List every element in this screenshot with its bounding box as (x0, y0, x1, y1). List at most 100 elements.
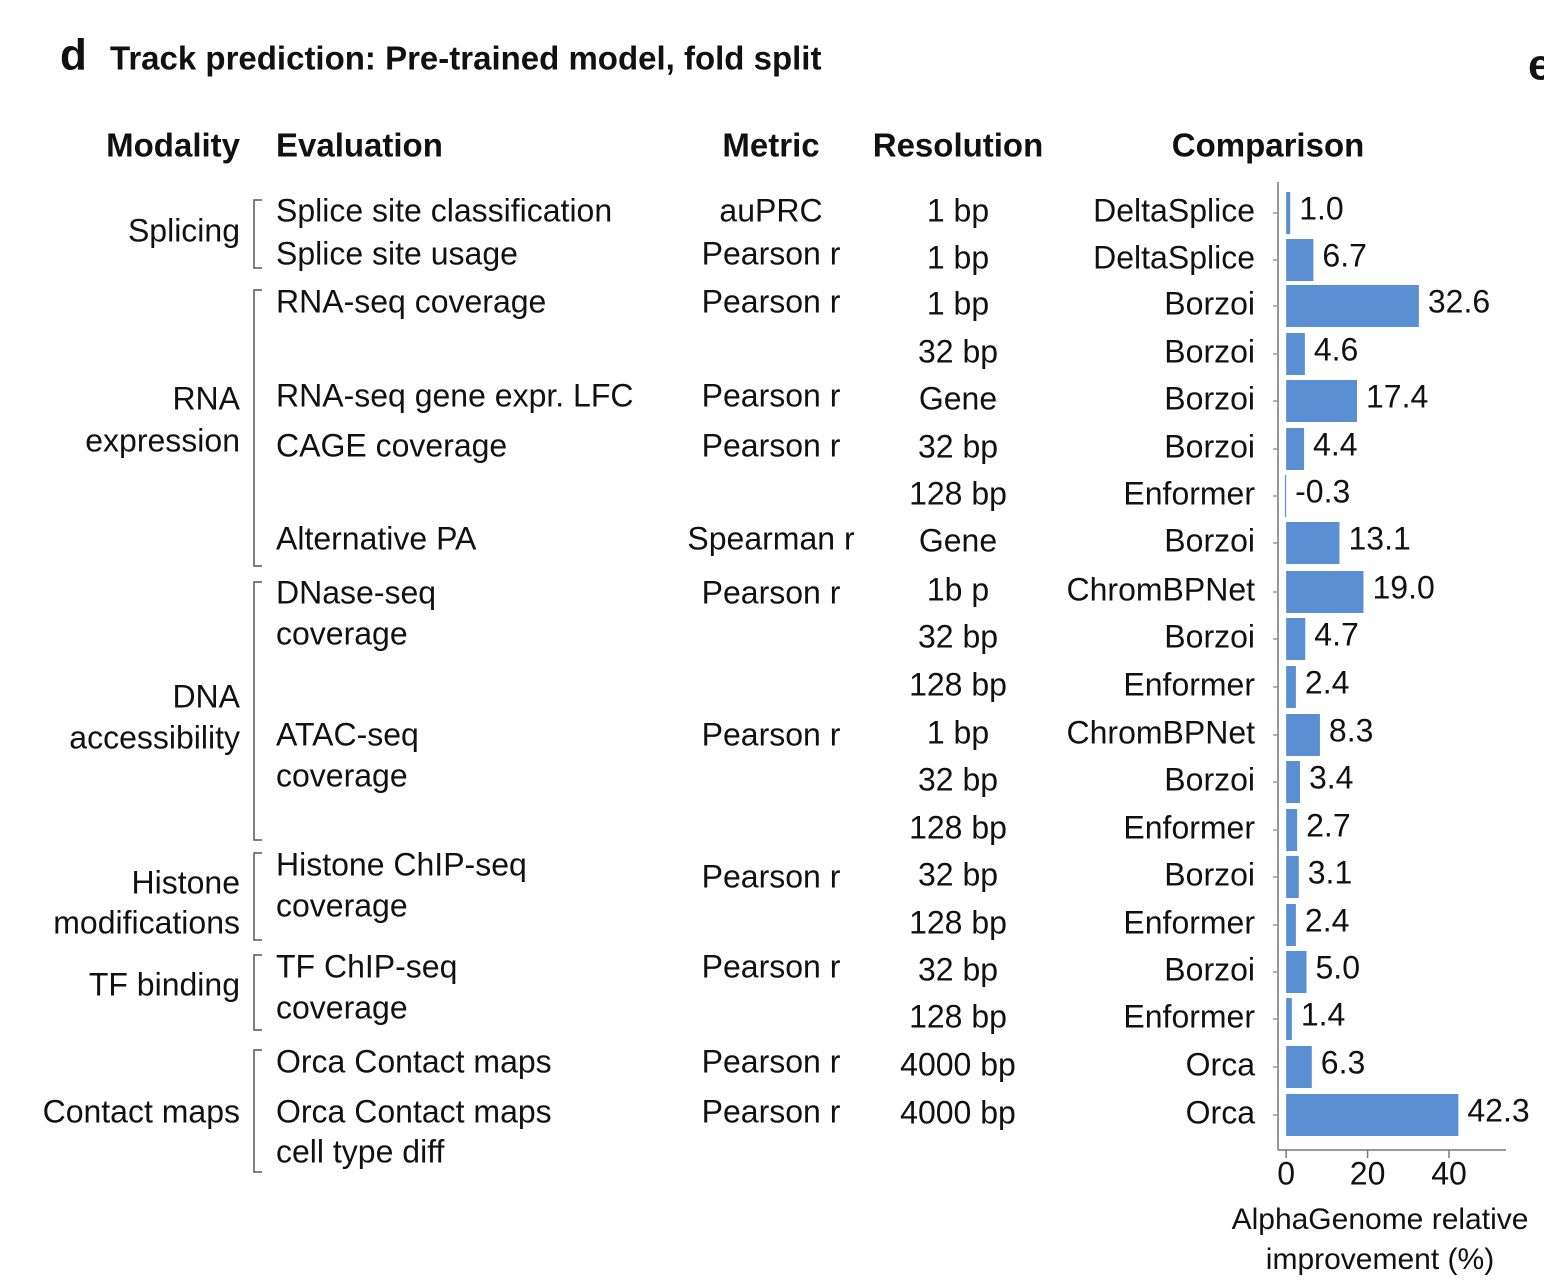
evaluation-label: DNase-seq (276, 574, 436, 610)
modality-label: Splicing (128, 212, 240, 248)
resolution-label: 1b p (927, 571, 989, 607)
y-tick-label: Borzoi (1164, 618, 1255, 654)
bar (1284, 475, 1287, 517)
value-label: 19.0 (1373, 569, 1435, 605)
y-tick-label: Orca (1186, 1094, 1256, 1130)
evaluation-label: TF ChIP-seq (276, 948, 457, 984)
y-tick-label: Enformer (1123, 475, 1255, 511)
bar (1286, 285, 1419, 327)
resolution-label: 32 bp (918, 428, 998, 464)
y-tick-label: Borzoi (1164, 428, 1255, 464)
x-tick-label: 0 (1277, 1155, 1295, 1191)
metric-label: Pearson r (702, 858, 841, 894)
y-tick-label: DeltaSplice (1093, 192, 1255, 228)
y-tick-label: Orca (1186, 1046, 1256, 1082)
metric-label: Pearson r (702, 427, 841, 463)
y-tick-label: Borzoi (1164, 333, 1255, 369)
y-tick-label: ChromBPNet (1067, 571, 1256, 607)
evaluation-label: Orca Contact maps (276, 1093, 552, 1129)
resolution-label: 128 bp (909, 809, 1007, 845)
bar (1286, 333, 1305, 375)
y-tick-label: Borzoi (1164, 285, 1255, 321)
bracket (253, 852, 262, 941)
evaluation-label: coverage (276, 887, 408, 923)
bar (1286, 428, 1305, 470)
resolution-label: 128 bp (909, 475, 1007, 511)
bar (1286, 809, 1298, 851)
evaluation-label: CAGE coverage (276, 427, 507, 463)
resolution-label: 32 bp (918, 761, 998, 797)
bar (1286, 571, 1364, 613)
metric-label: Pearson r (702, 1043, 841, 1079)
resolution-label: 1 bp (927, 714, 989, 750)
y-tick-label: Enformer (1123, 666, 1255, 702)
bar (1286, 761, 1300, 803)
metric-label: Pearson r (702, 574, 841, 610)
bar (1286, 618, 1306, 660)
metric-label: Pearson r (702, 283, 841, 319)
evaluation-label: Splice site classification (276, 192, 612, 228)
bar (1286, 904, 1296, 946)
value-label: 6.7 (1322, 237, 1366, 273)
modality-label: Contact maps (43, 1093, 240, 1129)
bracket (253, 581, 262, 841)
value-label: 5.0 (1316, 949, 1360, 985)
bar (1286, 380, 1357, 422)
header: Evaluation (276, 127, 443, 164)
bar (1286, 951, 1307, 993)
resolution-label: 1 bp (927, 192, 989, 228)
value-label: -0.3 (1295, 473, 1350, 509)
y-tick-label: Borzoi (1164, 951, 1255, 987)
metric-label: Pearson r (702, 377, 841, 413)
modality-label: DNA (172, 678, 240, 714)
header: Modality (106, 127, 240, 164)
modality-label: modifications (53, 904, 240, 940)
evaluation-label: coverage (276, 757, 408, 793)
evaluation-label: RNA-seq gene expr. LFC (276, 377, 634, 413)
metric-label: Spearman r (687, 520, 855, 556)
value-label: 2.4 (1305, 664, 1349, 700)
value-label: 4.7 (1314, 616, 1358, 652)
evaluation-label: coverage (276, 989, 408, 1025)
resolution-label: 128 bp (909, 998, 1007, 1034)
modality-label: RNA (172, 380, 240, 416)
value-label: 6.3 (1321, 1044, 1365, 1080)
value-label: 1.0 (1299, 190, 1343, 226)
x-tick-label: 20 (1350, 1155, 1386, 1191)
bar (1286, 856, 1299, 898)
panel-label: d (60, 31, 87, 80)
y-tick-label: Borzoi (1164, 522, 1255, 558)
y-tick-label: Enformer (1123, 904, 1255, 940)
value-label: 3.1 (1308, 854, 1352, 890)
resolution-label: Gene (919, 522, 997, 558)
y-tick-label: Enformer (1123, 998, 1255, 1034)
value-label: 32.6 (1428, 283, 1490, 319)
evaluation-label: coverage (276, 615, 408, 651)
bar (1286, 998, 1292, 1040)
evaluation-label: Orca Contact maps (276, 1043, 552, 1079)
resolution-label: 1 bp (927, 285, 989, 321)
resolution-label: 32 bp (918, 333, 998, 369)
metric-label: Pearson r (702, 716, 841, 752)
bar (1286, 714, 1320, 756)
evaluation-label: Alternative PA (276, 520, 477, 556)
evaluation-label: ATAC-seq (276, 716, 419, 752)
title: Track prediction: Pre-trained model, fol… (110, 40, 821, 77)
metric-label: Pearson r (702, 948, 841, 984)
evaluation-label: Histone ChIP-seq (276, 846, 527, 882)
value-label: 2.7 (1306, 807, 1350, 843)
header: Metric (722, 127, 819, 164)
bar (1286, 1094, 1459, 1136)
y-tick-label: Borzoi (1164, 761, 1255, 797)
bar (1286, 1046, 1312, 1088)
modality-label: accessibility (69, 719, 240, 755)
evaluation-label: RNA-seq coverage (276, 283, 546, 319)
resolution-label: 4000 bp (900, 1046, 1016, 1082)
y-tick-label: DeltaSplice (1093, 239, 1255, 275)
value-label: 8.3 (1329, 712, 1373, 748)
bar (1286, 239, 1314, 281)
y-tick-label: Enformer (1123, 809, 1255, 845)
header: Comparison (1172, 127, 1365, 164)
value-label: 4.6 (1314, 331, 1358, 367)
